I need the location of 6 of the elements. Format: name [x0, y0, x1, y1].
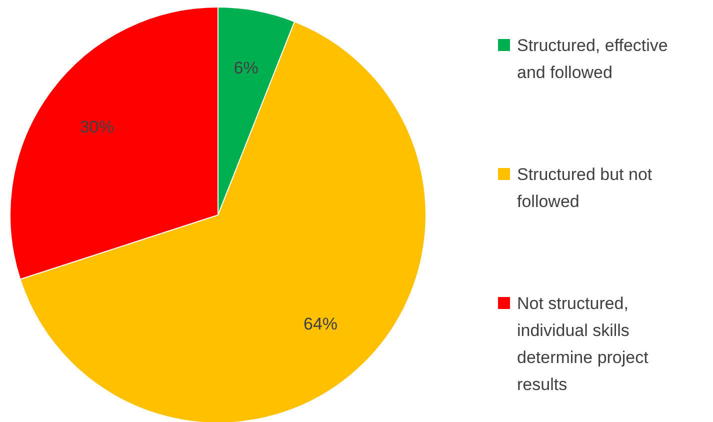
- legend-label: Structured, effective and followed: [517, 36, 668, 82]
- legend-label: Not structured, individual skills determine project results: [517, 294, 649, 394]
- data-label: 6%: [234, 58, 258, 78]
- data-label: 64%: [304, 314, 338, 334]
- legend-label: Structured but not followed: [517, 164, 652, 210]
- data-label: 30%: [80, 117, 114, 136]
